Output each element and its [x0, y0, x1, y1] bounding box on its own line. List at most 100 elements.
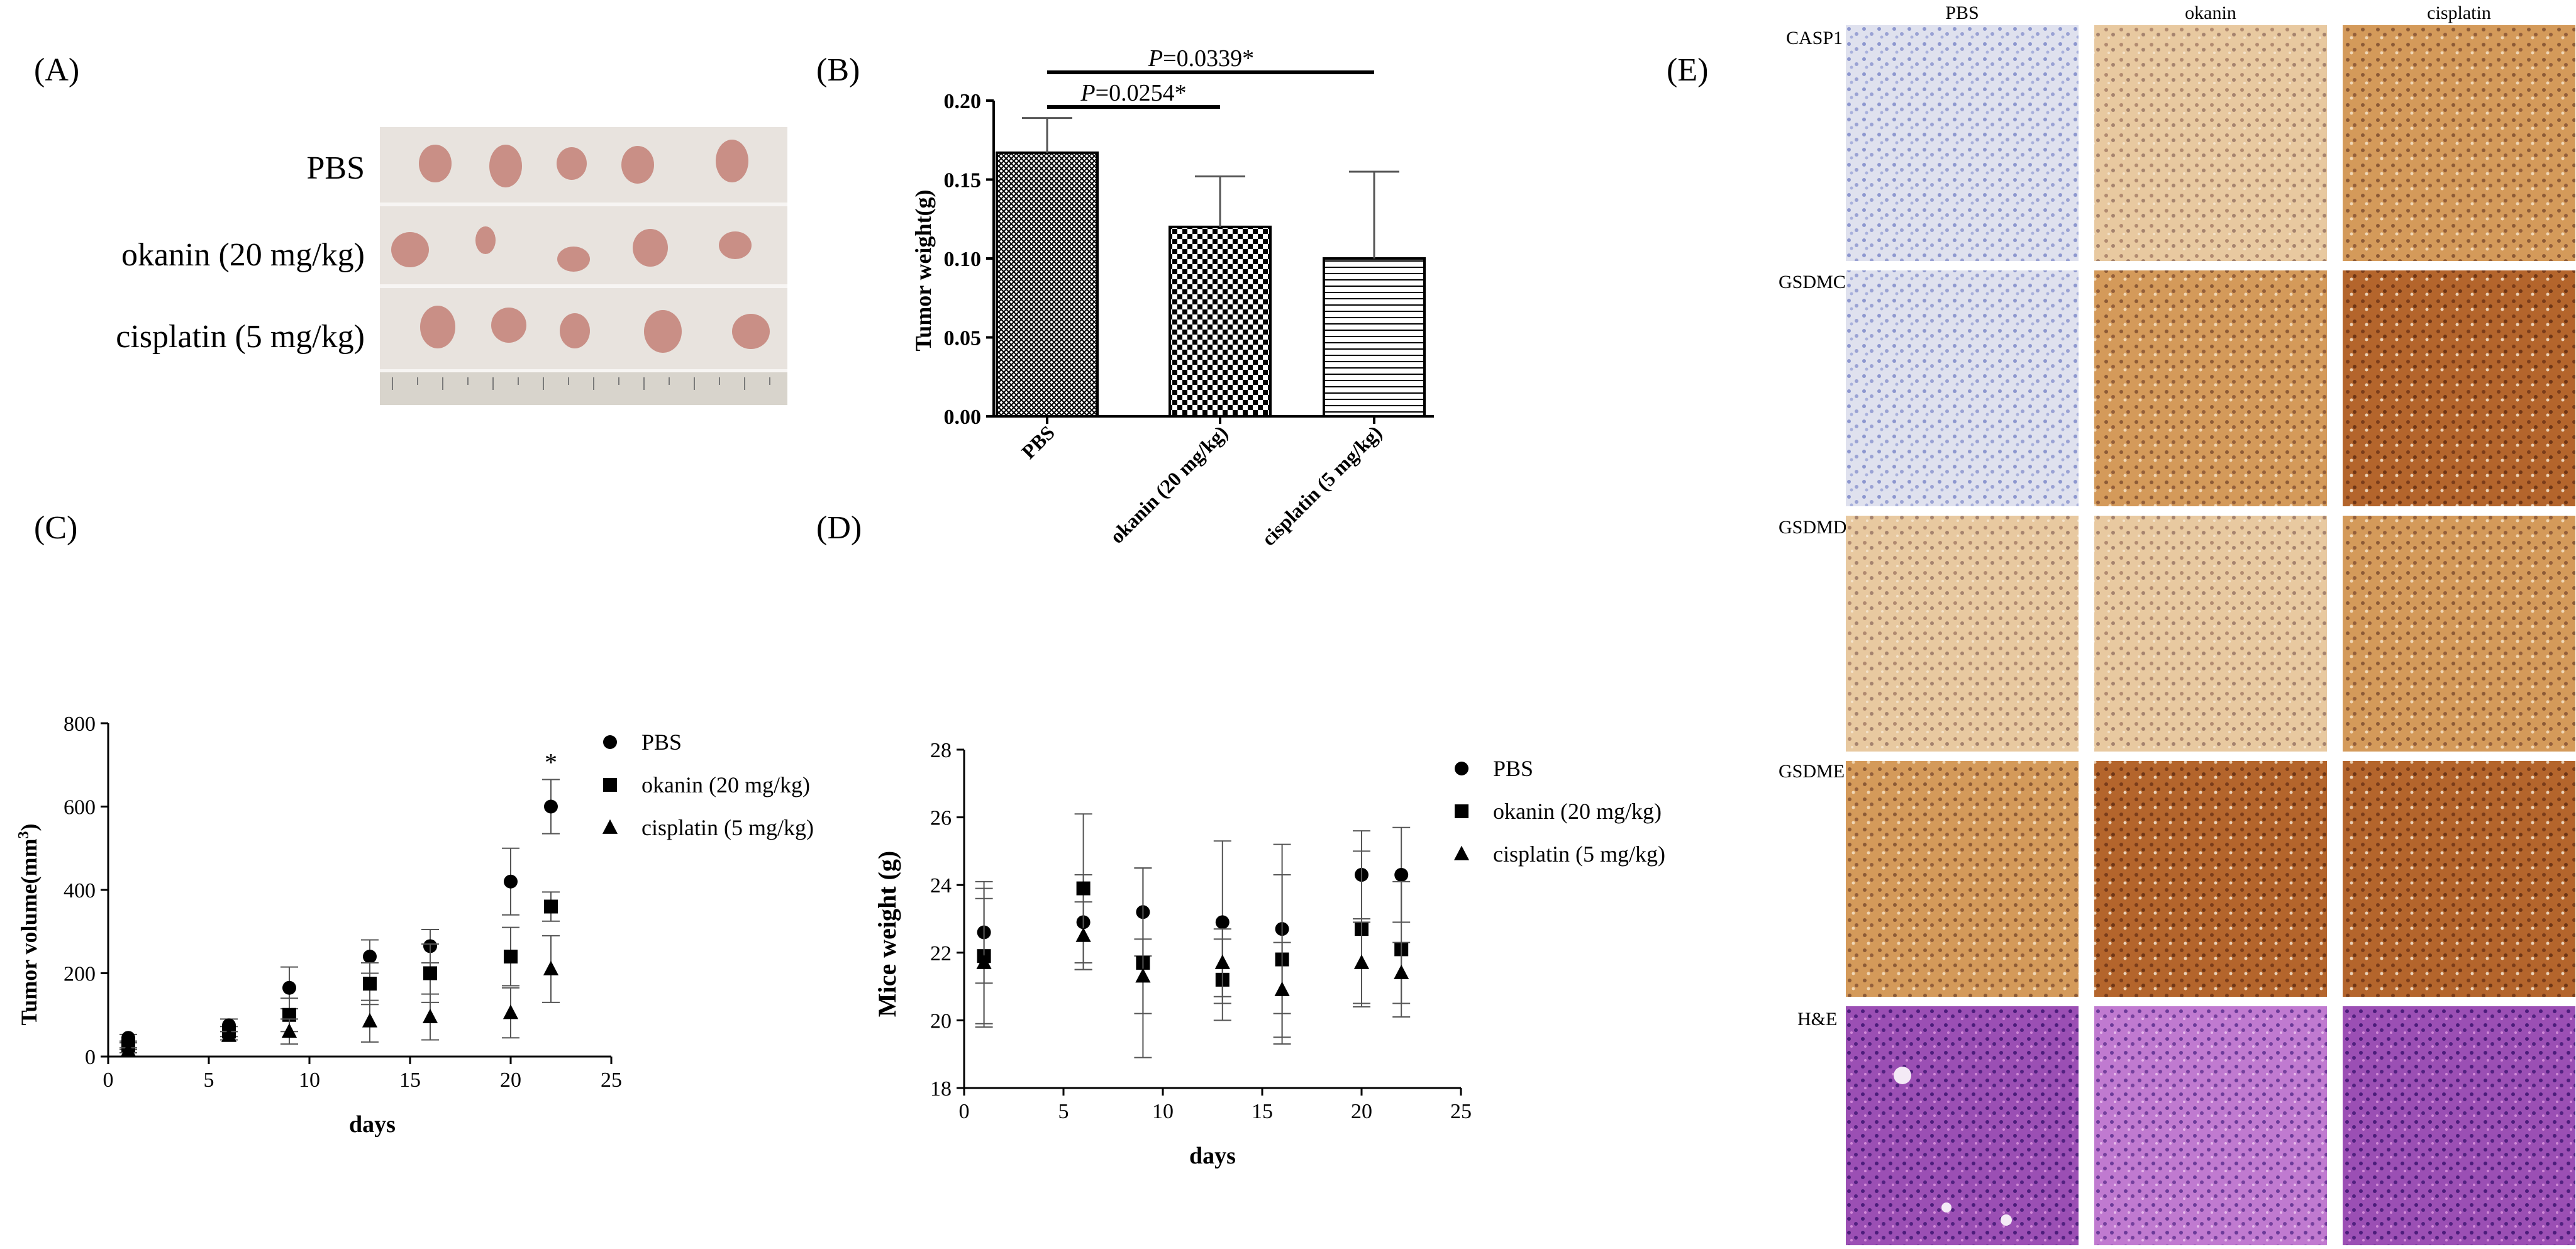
tumor-cis-3 — [560, 313, 590, 348]
chart-d-xlabel: days — [1189, 1143, 1236, 1169]
chart-d-ylabel: Mice weight (g) — [873, 851, 901, 1017]
tumor-pbs-1 — [419, 145, 452, 182]
chart-c-xtick-label: 10 — [299, 1069, 320, 1092]
chart-d-xtick-label: 5 — [1058, 1100, 1069, 1123]
tumor-photo — [380, 127, 787, 405]
chart-d-legend-marker — [1455, 804, 1468, 818]
chart-c-point — [504, 874, 518, 889]
tumor-okanin-3 — [557, 247, 590, 272]
chart-d-legend-marker — [1453, 845, 1470, 860]
tumor-pbs-5 — [716, 140, 748, 182]
chart-d-point — [1353, 954, 1370, 969]
chart-d-point — [1135, 968, 1151, 983]
chart-c-ytick-label: 200 — [64, 963, 96, 986]
chart-b-sig-label: P=0.0339* — [1148, 45, 1254, 72]
chart-c-point — [422, 1008, 438, 1023]
chart-d-xtick-label: 20 — [1351, 1100, 1372, 1123]
chart-b-xtick-label: okanin (20 mg/kg) — [1105, 421, 1231, 547]
histo-gsdme-cisplatin — [2343, 761, 2575, 997]
panel-label-e: (E) — [1667, 52, 1709, 88]
chart-c-legend-label: cisplatin (5 mg/kg) — [641, 815, 814, 840]
chart-c-point — [281, 1023, 297, 1038]
chart-c-legend-marker — [603, 735, 617, 749]
chart-c-ytick-label: 800 — [64, 713, 96, 736]
panel-label-c: (C) — [34, 510, 78, 546]
chart-b-ytick-label: 0.00 — [944, 406, 982, 429]
chart-c-point — [504, 950, 518, 963]
histo-gsdmc-cisplatin — [2343, 270, 2575, 506]
histo-he-okanin — [2094, 1006, 2327, 1245]
chart-d-legend-label: cisplatin (5 mg/kg) — [1493, 841, 1665, 867]
chart-c-point — [363, 977, 377, 991]
chart-b-ytick-label: 0.15 — [944, 169, 982, 192]
chart-c-ytick-label: 600 — [64, 796, 96, 819]
chart-c-xtick-label: 5 — [204, 1069, 214, 1092]
histo-gsdme-pbs — [1846, 761, 2079, 997]
histo-gsdmd-cisplatin — [2343, 516, 2575, 752]
chart-b-ylabel: Tumor weight(g) — [911, 189, 936, 351]
tumor-cis-5 — [732, 314, 770, 349]
chart-c-xlabel: days — [349, 1111, 396, 1138]
chart-c-significance-star: * — [545, 748, 557, 776]
chart-c-point — [544, 899, 558, 914]
chart-c-ylabel: Tumor volume(mm3) — [16, 824, 42, 1026]
chart-d-ytick-label: 22 — [930, 942, 952, 965]
chart-d-legend-label: PBS — [1493, 756, 1533, 781]
histo-col-pbs: PBS — [1945, 3, 1979, 23]
histo-he-cisplatin — [2343, 1006, 2575, 1245]
chart-d-point — [1214, 954, 1230, 969]
chart-c-point — [363, 950, 377, 963]
tumor-okanin-2 — [475, 226, 496, 254]
chart-c-point — [221, 1027, 237, 1042]
chart-d-xtick-label: 25 — [1450, 1100, 1472, 1123]
chart-c-point — [282, 1008, 296, 1022]
chart-d-ytick-label: 18 — [930, 1077, 952, 1101]
tumor-okanin-1 — [391, 232, 429, 267]
chart-c-legend-label: okanin (20 mg/kg) — [641, 772, 810, 797]
chart-c-legend-label: PBS — [641, 730, 682, 755]
chart-d-ytick-label: 24 — [930, 874, 952, 897]
chart-d-xtick-label: 15 — [1252, 1100, 1273, 1123]
chart-d-xtick-label: 0 — [959, 1100, 970, 1123]
histo-gsdme-okanin — [2094, 761, 2327, 997]
chart-d-mice-weight: 18 20 22 24 26 28 0 5 10 15 20 25 PBS okanin (20 mg/k… — [873, 739, 1665, 1169]
histo-he-pbs — [1846, 1006, 2079, 1245]
histology-grid — [1846, 25, 2575, 1245]
tumor-pbs-2 — [489, 145, 522, 187]
chart-c-tumor-volume: 0 200 400 600 800 0 5 10 15 20 25 PBS okanin (20 mg/… — [16, 713, 814, 1138]
chart-b-ytick-label: 0.10 — [944, 248, 982, 271]
tumor-okanin-5 — [719, 231, 752, 259]
histo-row-he: H&E — [1797, 1009, 1838, 1030]
histo-casp1-pbs — [1846, 25, 2079, 261]
histo-col-okanin: okanin — [2185, 3, 2236, 23]
chart-d-legend-marker — [1455, 762, 1468, 775]
tumor-cis-2 — [491, 308, 526, 343]
histo-row-gsdmd: GSDMD — [1779, 517, 1847, 538]
chart-c-ytick-label: 400 — [64, 879, 96, 902]
histo-row-gsdmc: GSDMC — [1779, 272, 1846, 292]
tumor-cis-1 — [420, 306, 455, 348]
chart-c-point — [502, 1004, 519, 1019]
histo-casp1-cisplatin — [2343, 25, 2575, 261]
chart-d-point — [1394, 964, 1409, 979]
chart-b-xtick-label: cisplatin (5 mg/kg) — [1257, 421, 1386, 550]
chart-c-xtick-label: 25 — [601, 1069, 622, 1092]
chart-c-ytick-label: 0 — [85, 1046, 96, 1069]
chart-d-point — [1215, 915, 1230, 930]
tumor-okanin-4 — [633, 229, 668, 267]
chart-b-xtick-label: PBS — [1017, 421, 1059, 463]
chart-c-point — [544, 799, 558, 814]
histo-row-gsdme: GSDME — [1779, 761, 1845, 782]
panelA-row-label-cisplatin: cisplatin (5 mg/kg) — [116, 319, 365, 355]
chart-c-legend-marker — [603, 778, 617, 792]
chart-c-legend-marker — [602, 819, 618, 834]
histo-gsdmd-pbs — [1846, 516, 2079, 752]
chart-b-ytick-label: 0.05 — [944, 327, 982, 350]
chart-b-sig-label: P=0.0254* — [1080, 80, 1186, 106]
panel-label-b: (B) — [816, 52, 860, 88]
chart-c-point — [282, 980, 296, 995]
chart-d-legend-label: okanin (20 mg/kg) — [1493, 799, 1662, 824]
chart-c-point — [120, 1041, 136, 1057]
histo-col-cisplatin: cisplatin — [2427, 3, 2491, 23]
chart-c-point — [423, 966, 437, 980]
